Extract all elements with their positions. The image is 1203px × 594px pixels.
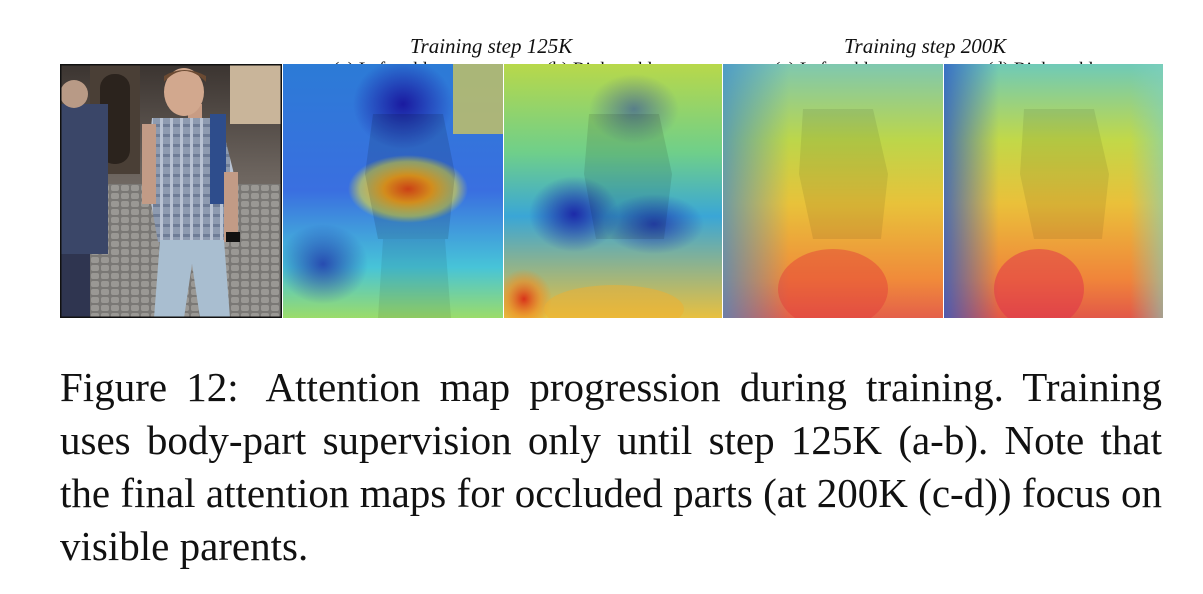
attention-map-a (283, 64, 503, 318)
caption-text: Attention map progression during trainin… (60, 364, 1162, 569)
original-photo (60, 64, 282, 318)
training-step-125k-title: Training step 125K (410, 34, 573, 58)
attention-map-d (944, 64, 1163, 318)
attention-map-b (504, 64, 722, 318)
caption-label: Figure 12: (60, 364, 239, 410)
figure-caption: Figure 12: Attention map progression dur… (60, 361, 1162, 573)
training-step-200k-title: Training step 200K (844, 34, 1007, 58)
attention-map-c (723, 64, 943, 318)
